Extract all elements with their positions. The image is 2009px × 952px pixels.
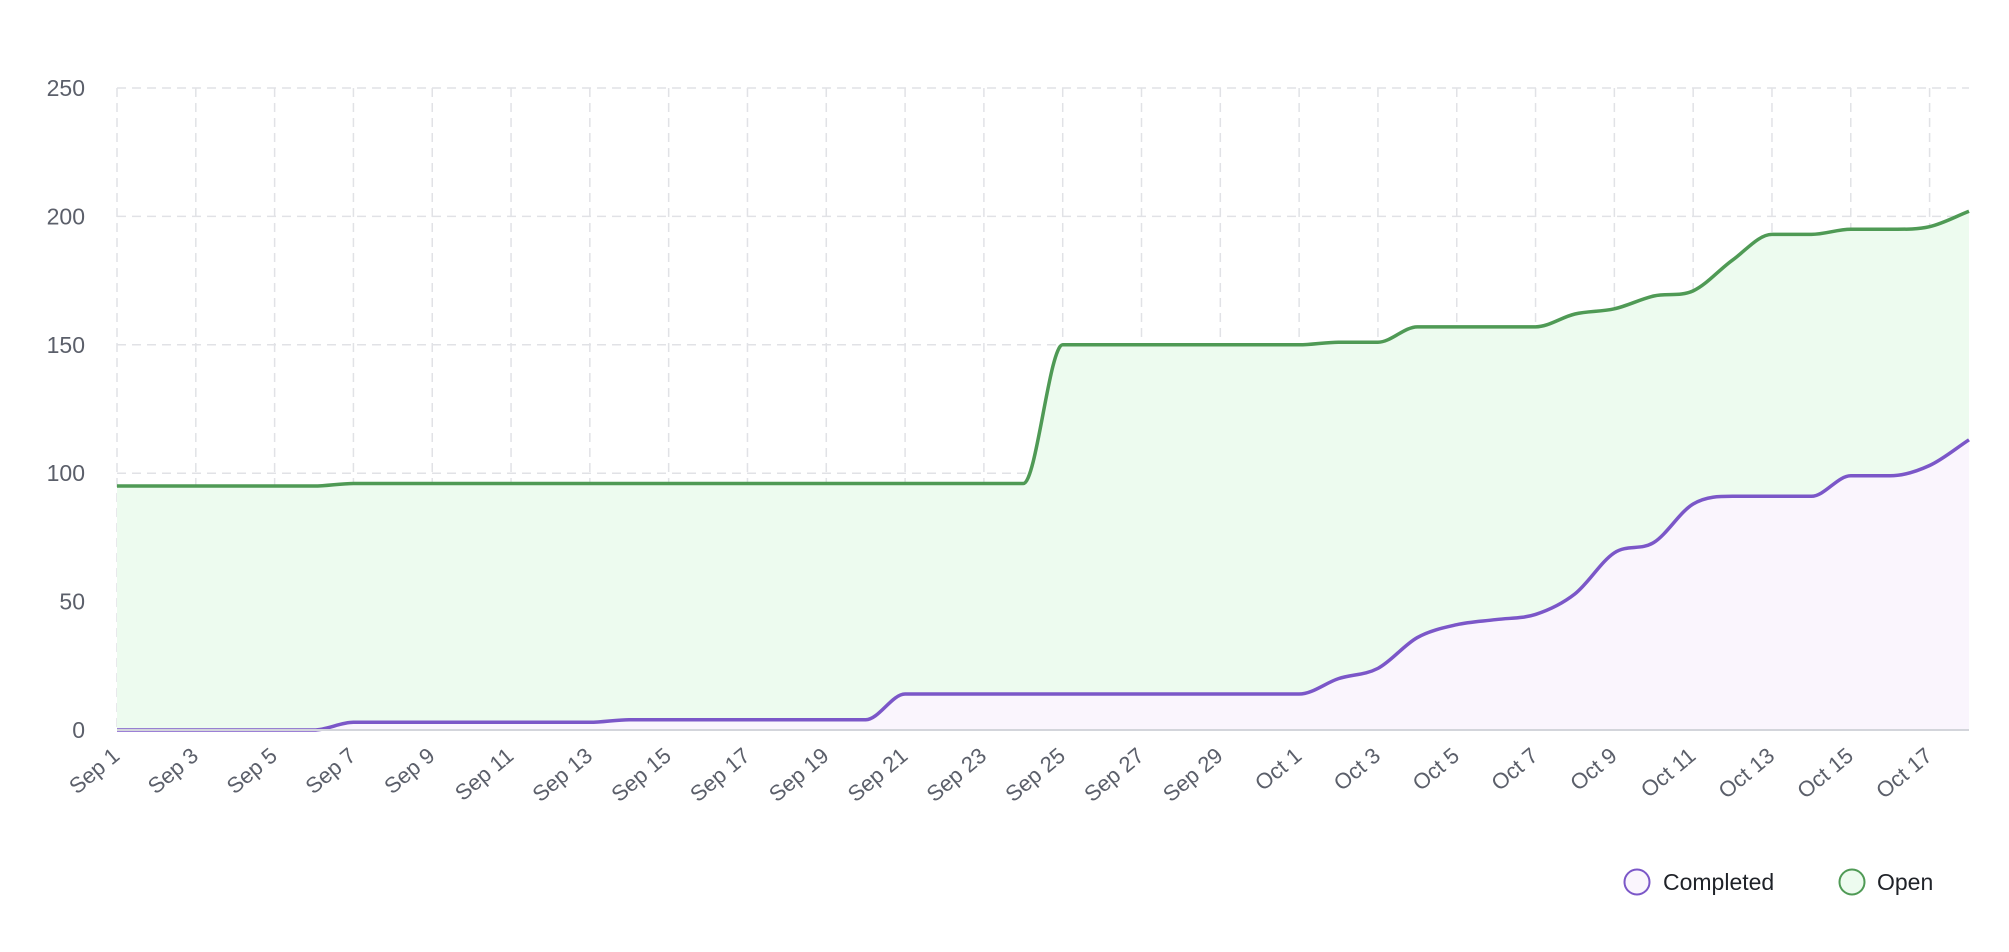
x-tick-label: Oct 3 [1329, 743, 1385, 796]
legend-label-open: Open [1877, 869, 1933, 895]
x-tick-label: Oct 11 [1636, 743, 1700, 803]
y-axis-ticks: 0 50 100 150 200 250 [47, 75, 85, 743]
x-tick-label: Oct 13 [1713, 743, 1779, 804]
x-tick-label: Sep 15 [606, 743, 675, 807]
completed-legend-marker-icon [1623, 868, 1651, 896]
y-tick-label: 250 [47, 75, 85, 101]
x-tick-label: Oct 17 [1871, 743, 1937, 804]
x-tick-label: Sep 27 [1079, 743, 1148, 807]
series-lines [117, 209, 1970, 732]
y-tick-label: 100 [47, 460, 85, 486]
x-axis-ticks: Sep 1 Sep 3 Sep 5 Sep 7 Sep 9 Sep 11 Sep 13 Sep… [64, 743, 1937, 807]
x-tick-label: Sep 21 [843, 743, 912, 807]
x-tick-label: Sep 29 [1158, 743, 1227, 807]
y-tick-label: 50 [59, 589, 85, 615]
x-tick-label: Sep 23 [922, 743, 991, 807]
x-tick-label: Sep 11 [450, 743, 518, 806]
x-tick-label: Sep 9 [379, 743, 439, 799]
x-tick-label: Sep 25 [1000, 743, 1069, 807]
open-area [117, 211, 1969, 730]
x-tick-label: Oct 9 [1565, 743, 1621, 796]
legend-item-open[interactable]: Open [1838, 868, 1934, 896]
x-tick-label: Oct 1 [1250, 743, 1306, 796]
x-tick-label: Sep 5 [222, 743, 282, 799]
x-tick-label: Sep 7 [301, 743, 361, 799]
x-tick-label: Sep 19 [764, 743, 833, 807]
open-legend-marker-icon [1838, 868, 1866, 896]
completed-line[interactable] [117, 438, 1970, 732]
legend-item-completed[interactable]: Completed [1623, 868, 1775, 896]
x-tick-label: Oct 7 [1486, 743, 1542, 796]
completed-area [117, 439, 1969, 730]
y-tick-label: 200 [47, 203, 85, 229]
x-tick-label: Sep 1 [64, 743, 124, 799]
x-tick-label: Sep 3 [143, 743, 203, 799]
open-line[interactable] [117, 209, 1970, 488]
x-tick-label: Oct 15 [1792, 743, 1858, 804]
x-tick-label: Oct 5 [1408, 743, 1464, 796]
legend: Completed Open [1623, 868, 1934, 896]
x-tick-label: Sep 17 [685, 743, 754, 807]
series-areas [117, 211, 1969, 730]
y-tick-label: 150 [47, 332, 85, 358]
x-tick-label: Sep 13 [528, 743, 597, 807]
y-tick-label: 0 [72, 717, 85, 743]
legend-label-completed: Completed [1663, 869, 1774, 895]
